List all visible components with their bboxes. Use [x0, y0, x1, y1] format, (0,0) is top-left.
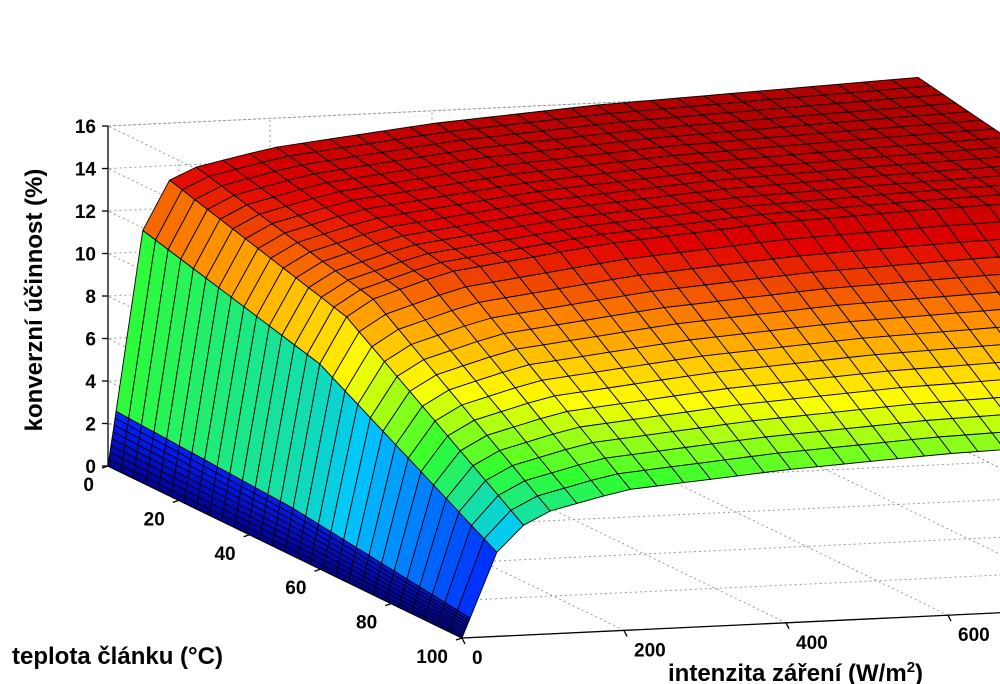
- z-tick-label: 10: [75, 245, 96, 266]
- surface-patch: [970, 291, 1000, 312]
- surface-patch: [993, 397, 1000, 408]
- x-axis-title-close: ): [915, 660, 923, 684]
- surface-patch: [963, 166, 1000, 179]
- surface-patch: [979, 137, 1000, 149]
- x-tick-label: 200: [634, 640, 666, 661]
- surface-patch: [978, 414, 1000, 434]
- y-tick: [384, 602, 392, 607]
- z-tick-label: 4: [85, 372, 96, 393]
- surface-patch: [990, 166, 1000, 174]
- surface-patch: [991, 431, 1000, 445]
- tick-labels: 0246810121416020406080100020040060080010…: [75, 117, 990, 669]
- y-tick: [101, 465, 109, 469]
- surface-patch: [989, 184, 1000, 194]
- surface-patch: [966, 128, 1000, 140]
- x-tick: [947, 614, 952, 622]
- surface-patch: [995, 326, 1000, 333]
- x-tick: [785, 622, 790, 630]
- y-tick: [172, 499, 180, 504]
- x-tick-label: 0: [472, 648, 483, 669]
- surface-patch: [980, 379, 1000, 399]
- surface-patch: [976, 175, 1000, 187]
- x-tick: [461, 637, 466, 645]
- surface-patch: [974, 194, 1000, 206]
- surface-patch: [966, 397, 1000, 417]
- surface-patch: [981, 344, 1000, 364]
- y-tick: [243, 534, 250, 538]
- z-tick-label: 14: [75, 160, 97, 181]
- z-tick-label: 12: [75, 202, 96, 223]
- x-axis-title-main: intenzita záření (W/m: [668, 660, 907, 684]
- surface-patch: [962, 185, 1000, 198]
- y-tick: [455, 637, 463, 641]
- x-tick: [623, 630, 628, 637]
- surface-patch: [986, 238, 1000, 258]
- surface-patch: [977, 156, 1000, 168]
- surface-patch: [969, 327, 1000, 347]
- surface-patch: [965, 147, 1000, 160]
- surface-patch: [973, 221, 1000, 241]
- surface-patch: [994, 361, 1000, 371]
- surface-patch: [964, 432, 1000, 452]
- surface-patch: [997, 291, 1000, 296]
- y-axis-line: [107, 465, 463, 639]
- z-tick-label: 16: [75, 117, 96, 138]
- y-tick-label: 60: [285, 578, 306, 599]
- z-axis-title: konverzní účinnost (%): [21, 169, 48, 432]
- y-tick-label: 100: [416, 647, 448, 668]
- y-tick-label: 40: [214, 544, 235, 565]
- x-tick-label: 400: [796, 633, 828, 654]
- z-tick-label: 8: [85, 287, 96, 308]
- y-tick-label: 20: [144, 509, 165, 530]
- x-axis-line: [461, 612, 1000, 639]
- z-tick-label: 6: [85, 330, 96, 351]
- x-axis-title: intenzita záření (W/m2): [668, 659, 923, 684]
- surface-patch: [984, 274, 1000, 293]
- y-tick-label: 80: [356, 613, 377, 634]
- surface-patch: [987, 203, 1000, 222]
- x-axis-title-sup: 2: [907, 659, 915, 676]
- y-tick-label: 0: [83, 475, 94, 496]
- surface-patch: [972, 256, 1000, 277]
- surface-patch: [991, 147, 1000, 154]
- z-tick-label: 2: [85, 415, 96, 436]
- z-tick-label: 0: [85, 457, 96, 478]
- x-tick-label: 600: [958, 625, 990, 646]
- y-axis-title: teplota článku (°C): [12, 643, 223, 670]
- y-tick: [314, 568, 321, 572]
- surface: [107, 76, 1000, 639]
- axes: [101, 125, 1000, 645]
- surface-patch: [960, 204, 1000, 225]
- surface-patch: [983, 309, 1000, 328]
- surface-patch: [967, 362, 1000, 382]
